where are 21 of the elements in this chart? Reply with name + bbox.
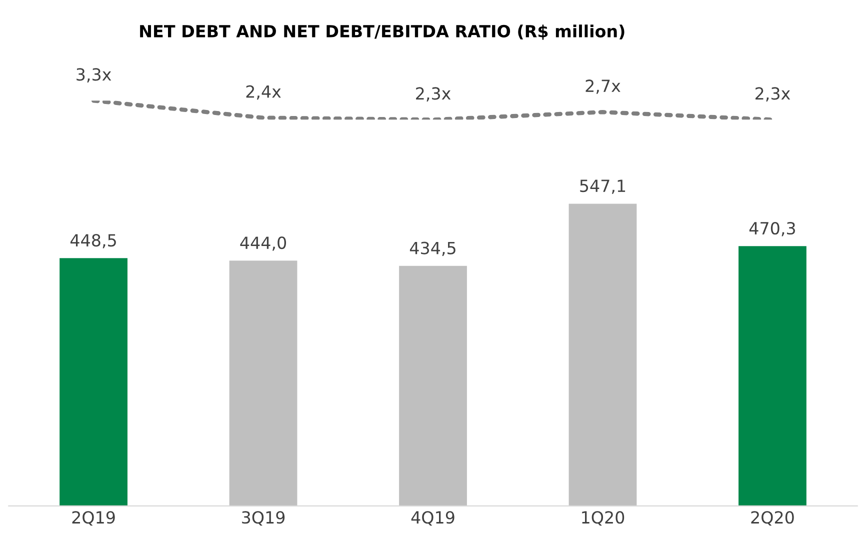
data-label: 3,3x: [76, 68, 112, 82]
bar: [399, 266, 467, 506]
bar: [60, 258, 128, 506]
x-tick-label: 3Q19: [242, 511, 285, 526]
bar: [738, 246, 806, 506]
data-label: 434,5: [410, 242, 456, 256]
data-label: 547,1: [580, 180, 626, 194]
x-tick-label: 4Q19: [411, 511, 454, 526]
x-tick-label: 1Q20: [582, 511, 624, 526]
x-tick-label: 2Q19: [72, 511, 115, 526]
bar: [229, 260, 298, 506]
data-label: 2,3x: [756, 87, 790, 102]
data-label: 2,7x: [586, 80, 620, 94]
chart-title: NET DEBT AND NET DEBT/EBITDA RATIO (R$ million): [140, 24, 624, 40]
x-tick-label: 2Q20: [751, 511, 794, 526]
data-label: 444,0: [240, 236, 286, 251]
data-label: 2,3x: [416, 87, 451, 102]
data-label: 2,4x: [246, 85, 281, 100]
data-label: 448,5: [70, 234, 116, 248]
data-label: 470,3: [749, 222, 795, 236]
bar: [568, 204, 637, 506]
